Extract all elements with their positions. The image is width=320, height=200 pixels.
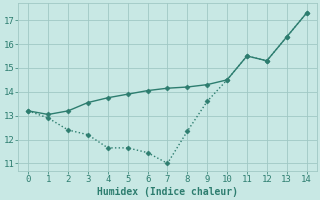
X-axis label: Humidex (Indice chaleur): Humidex (Indice chaleur) — [97, 186, 238, 197]
